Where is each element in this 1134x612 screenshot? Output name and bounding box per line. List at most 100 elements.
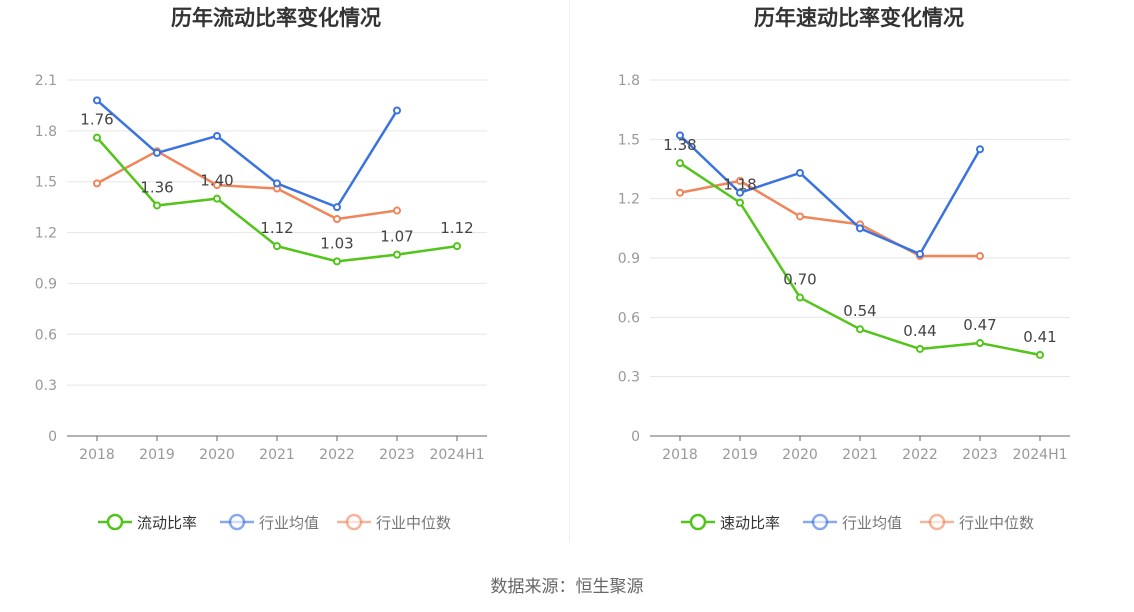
x-tick-label: 2019 [722,447,758,463]
y-tick-label: 1.2 [618,192,640,208]
y-tick-label: 0 [631,429,640,445]
y-tick-label: 0 [48,429,57,445]
data-point [273,179,281,188]
data-point [856,224,864,233]
data-point [796,293,804,302]
data-label: 1.76 [80,111,113,129]
data-point [153,148,161,157]
data-point [796,168,804,177]
data-point [393,106,401,115]
data-label: 0.47 [963,316,996,334]
series-line [96,99,399,209]
data-point [1036,350,1044,359]
x-tick-label: 2021 [259,447,295,463]
legend-marker [689,513,707,531]
series-line [679,134,982,256]
data-point [856,325,864,334]
data-point [93,133,101,142]
chart-divider [569,0,570,542]
y-tick-label: 0.6 [35,327,57,343]
legend-item-2: 行业中位数 [337,513,451,532]
y-tick-label: 0.3 [35,378,57,394]
data-label: 0.44 [903,322,936,340]
legend-marker [106,513,124,531]
data-label: 1.38 [663,136,696,154]
x-tick-label: 2023 [962,447,998,463]
data-point [736,198,744,207]
current-ratio-chart: 历年流动比率变化情况 0 0.3 0.6 0.9 1.2 1.5 1.8 2.1 2018 2019… [35,6,487,532]
x-tick-label: 2019 [139,447,175,463]
chart-title: 历年速动比率变化情况 [754,6,964,30]
data-point [213,131,221,140]
legend-item-2: 行业中位数 [920,513,1034,532]
data-point [93,179,101,188]
data-point [976,339,984,348]
data-label: 0.54 [843,302,876,320]
x-tick-label: 2023 [379,447,415,463]
legend-marker [811,513,829,531]
data-point [736,176,744,185]
legend-label: 行业均值 [259,514,319,532]
legend-label: 行业中位数 [959,514,1034,532]
y-tick-label: 0.9 [618,251,640,267]
x-tick-label: 2018 [79,447,115,463]
x-tick-label: 2018 [662,447,698,463]
data-label: 1.12 [440,219,473,237]
y-tick-label: 0.6 [618,310,640,326]
legend-label: 行业均值 [842,514,902,532]
data-point [333,257,341,266]
data-label: 1.40 [200,172,233,190]
y-tick-label: 0.3 [618,370,640,386]
data-label: 1.36 [140,178,173,196]
data-point [453,242,461,251]
legend-marker [228,513,246,531]
x-tick-label: 2020 [199,447,235,463]
y-tick-label: 2.1 [35,73,57,89]
data-point [736,188,744,197]
legend-item-1: 行业均值 [803,513,902,532]
data-label: 1.07 [380,228,413,246]
y-tick-label: 0.9 [35,276,57,292]
legend-label: 行业中位数 [376,514,451,532]
legend-item-0: 速动比率 [681,513,780,532]
data-point [676,131,684,140]
data-point [916,250,924,259]
data-label: 1.12 [260,219,293,237]
x-tick-label: 2024H1 [429,447,484,463]
y-tick-label: 1.8 [618,73,640,89]
y-tick-label: 1.5 [618,132,640,148]
data-point [676,159,684,168]
data-point [213,181,221,190]
legend-marker [928,513,946,531]
data-point [93,96,101,105]
quick-ratio-chart: 历年速动比率变化情况 0 0.3 0.6 0.9 1.2 1.5 1.8 2018 2019 202… [618,6,1070,532]
data-point [393,250,401,259]
x-tick-label: 2022 [319,447,355,463]
y-tick-label: 1.8 [35,124,57,140]
legend-marker [345,513,363,531]
data-point [333,215,341,224]
data-point [796,212,804,221]
x-tick-label: 2021 [842,447,878,463]
data-point [333,203,341,212]
data-point [213,194,221,203]
x-tick-label: 2020 [782,447,818,463]
data-point [916,344,924,353]
legend-item-0: 流动比率 [98,513,197,532]
x-tick-label: 2024H1 [1012,447,1067,463]
data-point [976,252,984,261]
data-point [976,145,984,154]
data-point [273,242,281,251]
data-point [153,201,161,210]
legend-label: 流动比率 [137,514,197,532]
data-label: 0.70 [783,271,816,289]
chart-title: 历年流动比率变化情况 [171,6,381,30]
data-label: 1.03 [320,234,353,252]
y-tick-label: 1.2 [35,226,57,242]
data-point [393,206,401,215]
legend-item-1: 行业均值 [220,513,319,532]
data-label: 0.41 [1023,328,1056,346]
data-source-note: 数据来源：恒生聚源 [490,577,644,597]
data-label: 1.18 [723,176,756,194]
